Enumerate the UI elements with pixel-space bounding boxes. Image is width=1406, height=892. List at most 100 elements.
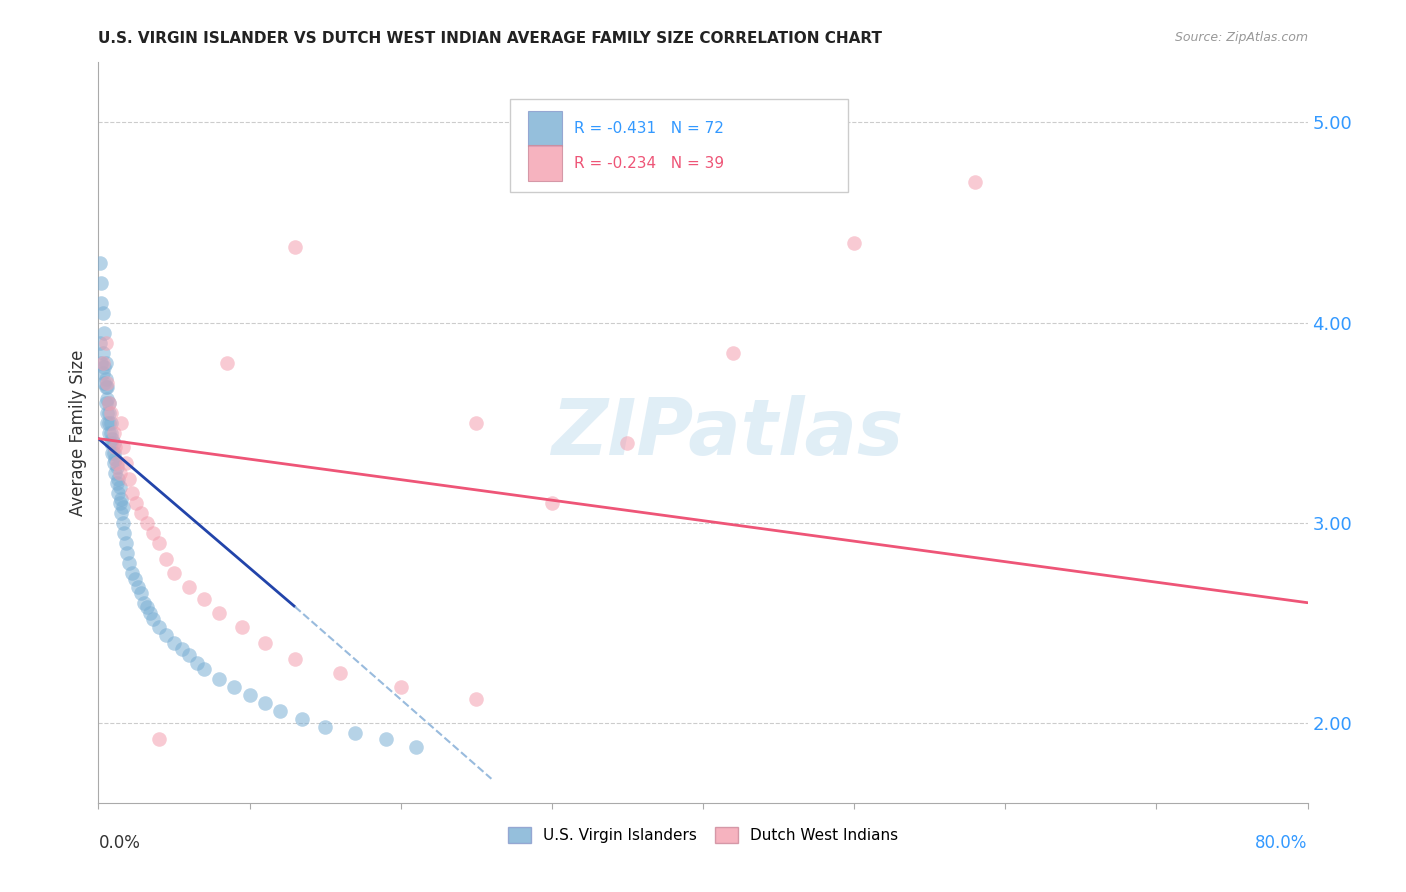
Point bbox=[105, 475, 128, 490]
Point bbox=[314, 720, 336, 734]
Text: 80.0%: 80.0% bbox=[1256, 834, 1308, 852]
Point bbox=[103, 435, 125, 450]
Point bbox=[142, 525, 165, 540]
Legend: U.S. Virgin Islanders, Dutch West Indians: U.S. Virgin Islanders, Dutch West Indian… bbox=[501, 820, 905, 851]
Point bbox=[344, 725, 367, 739]
Point bbox=[121, 566, 143, 580]
Point bbox=[253, 696, 276, 710]
Point bbox=[284, 239, 307, 253]
Point bbox=[98, 406, 121, 420]
Point bbox=[163, 636, 186, 650]
Point bbox=[107, 485, 129, 500]
Point bbox=[208, 606, 231, 620]
Point bbox=[170, 641, 193, 656]
Point bbox=[132, 596, 155, 610]
Point bbox=[114, 535, 136, 549]
Point bbox=[269, 704, 291, 718]
Point bbox=[110, 506, 132, 520]
Point bbox=[100, 406, 122, 420]
Point bbox=[844, 235, 866, 250]
Point bbox=[91, 345, 114, 359]
Point bbox=[100, 425, 122, 440]
Point bbox=[93, 376, 115, 390]
Point bbox=[111, 500, 134, 514]
Text: 0.0%: 0.0% bbox=[98, 834, 141, 852]
Point bbox=[148, 620, 170, 634]
Point bbox=[129, 506, 152, 520]
Point bbox=[94, 371, 117, 385]
Point bbox=[405, 739, 427, 754]
Text: Source: ZipAtlas.com: Source: ZipAtlas.com bbox=[1174, 31, 1308, 45]
Point bbox=[374, 731, 396, 746]
Point bbox=[139, 606, 162, 620]
FancyBboxPatch shape bbox=[509, 99, 848, 192]
Point bbox=[112, 525, 135, 540]
Point bbox=[100, 416, 122, 430]
Point bbox=[96, 406, 118, 420]
Point bbox=[125, 496, 148, 510]
Point bbox=[465, 416, 488, 430]
Point bbox=[111, 440, 134, 454]
Point bbox=[108, 480, 131, 494]
Point bbox=[142, 612, 165, 626]
Point bbox=[193, 591, 215, 606]
Point bbox=[135, 516, 157, 530]
Point bbox=[96, 376, 118, 390]
Y-axis label: Average Family Size: Average Family Size bbox=[69, 350, 87, 516]
Point bbox=[163, 566, 186, 580]
Point bbox=[91, 366, 114, 380]
Point bbox=[93, 359, 115, 374]
Point bbox=[540, 496, 562, 510]
Point bbox=[127, 580, 149, 594]
Point bbox=[155, 628, 177, 642]
Point bbox=[155, 551, 177, 566]
Point bbox=[186, 656, 208, 670]
Point bbox=[179, 580, 201, 594]
Point bbox=[91, 305, 114, 319]
Text: R = -0.431   N = 72: R = -0.431 N = 72 bbox=[574, 120, 724, 136]
Point bbox=[118, 472, 141, 486]
Point bbox=[114, 456, 136, 470]
Point bbox=[723, 345, 745, 359]
FancyBboxPatch shape bbox=[527, 111, 561, 146]
Point bbox=[96, 379, 118, 393]
Point bbox=[98, 416, 121, 430]
Point bbox=[121, 485, 143, 500]
Point bbox=[90, 355, 112, 369]
Point bbox=[118, 556, 141, 570]
FancyBboxPatch shape bbox=[527, 145, 561, 181]
Point bbox=[100, 435, 122, 450]
Point bbox=[104, 451, 127, 466]
Point bbox=[103, 456, 125, 470]
Point bbox=[215, 355, 238, 369]
Text: R = -0.234   N = 39: R = -0.234 N = 39 bbox=[574, 155, 724, 170]
Point bbox=[110, 491, 132, 506]
Point bbox=[96, 392, 118, 406]
Point bbox=[148, 535, 170, 549]
Point bbox=[98, 395, 121, 409]
Point bbox=[91, 355, 114, 369]
Point bbox=[329, 665, 352, 680]
Point bbox=[104, 466, 127, 480]
Point bbox=[148, 731, 170, 746]
Point bbox=[208, 672, 231, 686]
Point bbox=[98, 395, 121, 409]
Text: U.S. VIRGIN ISLANDER VS DUTCH WEST INDIAN AVERAGE FAMILY SIZE CORRELATION CHART: U.S. VIRGIN ISLANDER VS DUTCH WEST INDIA… bbox=[98, 31, 883, 46]
Point bbox=[107, 472, 129, 486]
Point bbox=[965, 176, 987, 190]
Point bbox=[96, 416, 118, 430]
Point bbox=[253, 636, 276, 650]
Point bbox=[94, 355, 117, 369]
Point bbox=[90, 295, 112, 310]
Point bbox=[115, 546, 138, 560]
Point bbox=[389, 680, 412, 694]
Point bbox=[103, 425, 125, 440]
Point bbox=[89, 255, 111, 269]
Point bbox=[291, 712, 314, 726]
Point bbox=[231, 620, 253, 634]
Point bbox=[108, 496, 131, 510]
Point bbox=[105, 459, 128, 474]
Point bbox=[101, 432, 124, 446]
Point bbox=[108, 466, 131, 480]
Point bbox=[193, 662, 215, 676]
